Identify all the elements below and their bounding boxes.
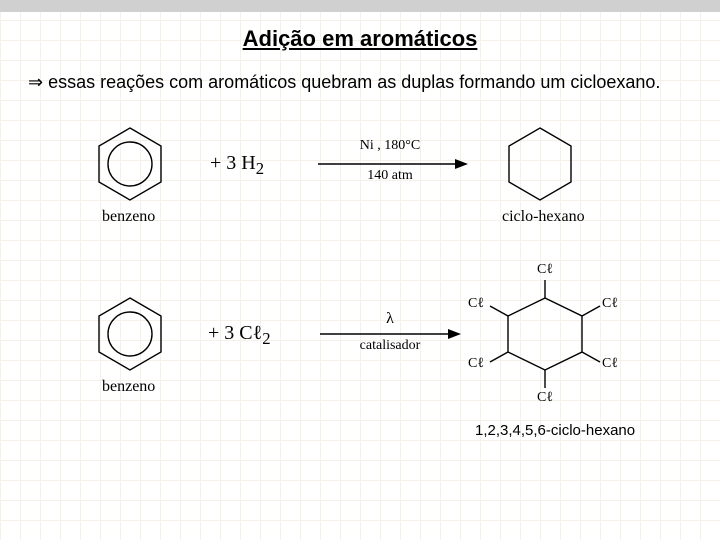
top-bar bbox=[0, 0, 720, 12]
reaction1-cond-bottom: 140 atm bbox=[340, 168, 440, 184]
reaction2-cond-top: λ bbox=[340, 310, 440, 328]
reaction2-reagent-text: + 3 Cℓ bbox=[208, 322, 262, 344]
reaction1-reagent-sub: 2 bbox=[256, 159, 264, 178]
reaction1-arrow-head bbox=[455, 159, 468, 169]
reactions-stage: benzeno + 3 H2 Ni , 180°C 140 atm ciclo-… bbox=[0, 104, 720, 504]
cyclohexane1-label: ciclo-hexano bbox=[502, 208, 585, 226]
cl-label-1: Cℓ bbox=[537, 262, 553, 278]
benzene1-circle bbox=[108, 142, 152, 186]
cl-label-6: Cℓ bbox=[468, 296, 484, 312]
description-text: essas reações com aromáticos quebram as … bbox=[48, 72, 660, 92]
reaction2-arrow-head bbox=[448, 329, 461, 339]
hexachloro-label: 1,2,3,4,5,6-ciclo-hexano bbox=[475, 422, 635, 439]
cl-bond-5 bbox=[490, 352, 508, 362]
hexachloro-ring bbox=[508, 298, 582, 370]
reaction1-cond-top: Ni , 180°C bbox=[340, 138, 440, 154]
cl-label-4: Cℓ bbox=[537, 390, 553, 406]
benzene2-label: benzeno bbox=[102, 378, 155, 396]
reaction2-reagent: + 3 Cℓ2 bbox=[208, 322, 271, 349]
reaction2-reagent-sub: 2 bbox=[262, 329, 270, 348]
benzene1-label: benzeno bbox=[102, 208, 155, 226]
arrow-symbol: ⇒ bbox=[28, 72, 43, 92]
cyclohexane1 bbox=[509, 128, 571, 200]
cl-bond-6 bbox=[490, 306, 508, 316]
cl-bond-3 bbox=[582, 352, 600, 362]
reaction2-cond-bottom: catalisador bbox=[340, 338, 440, 354]
cl-bond-2 bbox=[582, 306, 600, 316]
page-title: Adição em aromáticos bbox=[0, 26, 720, 52]
cl-label-5: Cℓ bbox=[468, 356, 484, 372]
benzene2-circle bbox=[108, 312, 152, 356]
reaction1-reagent-text: + 3 H bbox=[210, 152, 256, 174]
description: ⇒ essas reações com aromáticos quebram a… bbox=[28, 70, 692, 94]
cl-label-2: Cℓ bbox=[602, 296, 618, 312]
reaction1-reagent: + 3 H2 bbox=[210, 152, 264, 179]
cl-label-3: Cℓ bbox=[602, 356, 618, 372]
